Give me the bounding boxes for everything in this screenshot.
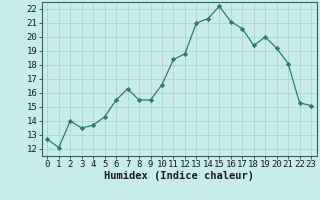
- X-axis label: Humidex (Indice chaleur): Humidex (Indice chaleur): [104, 171, 254, 181]
